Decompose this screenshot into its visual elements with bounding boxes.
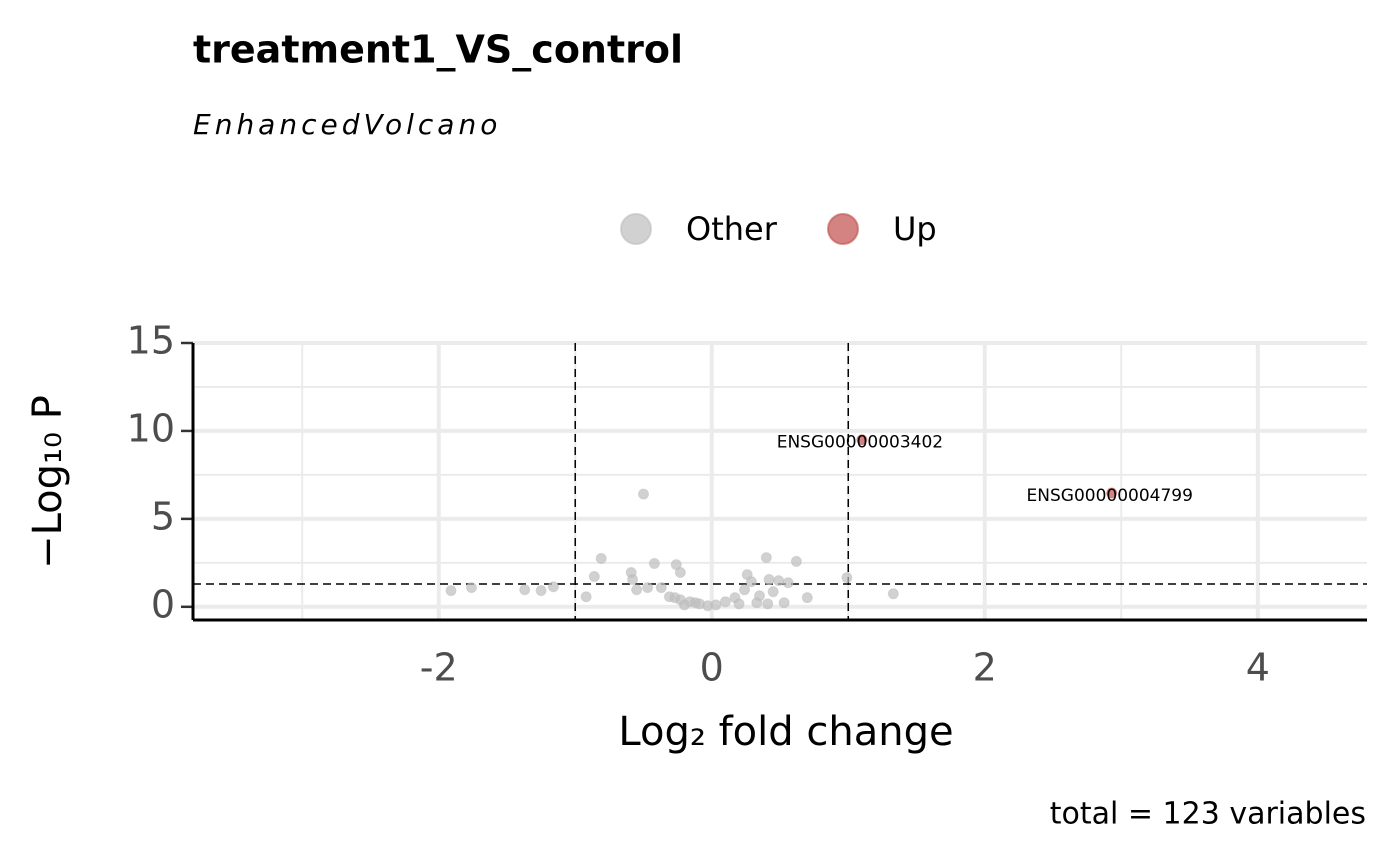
point (1106, 487, 1118, 499)
chart-title: treatment1_VS_control (193, 28, 683, 72)
x-axis-title: Log₂ fold change (618, 709, 953, 755)
point (588, 571, 600, 583)
point (678, 599, 690, 611)
point (631, 584, 643, 596)
legend-label: Other (686, 210, 778, 248)
point (648, 558, 660, 570)
point (655, 582, 667, 594)
point (767, 586, 779, 598)
point (856, 434, 868, 446)
point (760, 552, 772, 564)
point (841, 572, 853, 584)
point (669, 592, 681, 604)
point (745, 576, 757, 588)
point (801, 592, 813, 604)
point (739, 584, 751, 596)
point (689, 597, 701, 609)
point (595, 552, 607, 564)
point (627, 574, 639, 586)
point (763, 574, 775, 586)
x-tick-label: 4 (1246, 646, 1270, 690)
y-axis-title: −Log₁₀ P (25, 395, 71, 569)
y-tick-label: 10 (127, 406, 175, 450)
x-tick-label: -2 (420, 646, 458, 690)
point (790, 555, 802, 567)
point (762, 598, 774, 610)
point (773, 575, 785, 587)
point (710, 599, 722, 611)
point (778, 597, 790, 609)
y-tick-label: 0 (151, 582, 175, 626)
x-tick-label: 2 (973, 646, 997, 690)
point (445, 585, 457, 597)
point (887, 588, 899, 600)
point-label: ENSG00000003402 (777, 433, 943, 453)
point (719, 596, 731, 608)
point (519, 584, 531, 596)
point (642, 582, 654, 594)
legend-marker (620, 213, 652, 245)
caption: total = 123 variables (1050, 797, 1366, 832)
point (547, 581, 559, 593)
y-tick-label: 15 (127, 319, 175, 363)
y-tick-label: 5 (151, 494, 175, 538)
x-tick-label: 0 (700, 646, 724, 690)
chart-subtitle: EnhancedVolcano (193, 108, 501, 141)
point (751, 597, 763, 609)
point (580, 591, 592, 603)
point (674, 567, 686, 579)
point (733, 598, 745, 610)
point (535, 585, 547, 597)
point-label: ENSG00000004799 (1027, 486, 1193, 506)
legend-marker (827, 213, 859, 245)
point (637, 488, 649, 500)
point (465, 582, 477, 594)
legend-label: Up (893, 210, 937, 248)
point (782, 577, 794, 589)
